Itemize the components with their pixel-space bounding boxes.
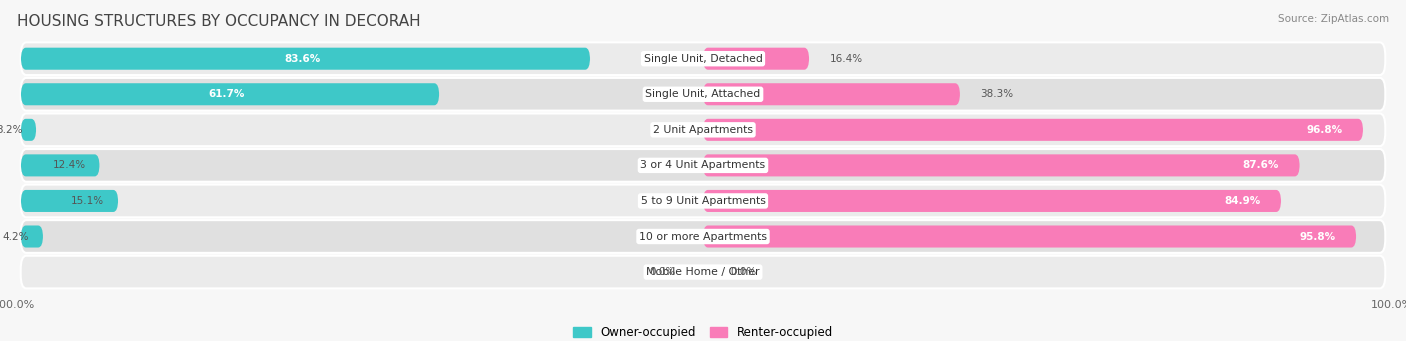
FancyBboxPatch shape [21,190,118,212]
FancyBboxPatch shape [21,220,1385,253]
Text: 95.8%: 95.8% [1299,232,1336,241]
FancyBboxPatch shape [21,48,591,70]
Text: HOUSING STRUCTURES BY OCCUPANCY IN DECORAH: HOUSING STRUCTURES BY OCCUPANCY IN DECOR… [17,14,420,29]
FancyBboxPatch shape [21,149,1385,182]
Text: 0.0%: 0.0% [650,267,675,277]
FancyBboxPatch shape [703,48,808,70]
FancyBboxPatch shape [703,190,1281,212]
FancyBboxPatch shape [703,154,1299,176]
Text: Single Unit, Attached: Single Unit, Attached [645,89,761,99]
Text: 0.0%: 0.0% [731,267,756,277]
Text: 12.4%: 12.4% [52,160,86,170]
FancyBboxPatch shape [21,154,100,176]
Text: Mobile Home / Other: Mobile Home / Other [647,267,759,277]
Text: Single Unit, Detached: Single Unit, Detached [644,54,762,64]
Text: 61.7%: 61.7% [208,89,245,99]
Text: 15.1%: 15.1% [72,196,104,206]
FancyBboxPatch shape [703,225,1357,248]
Text: 4.2%: 4.2% [3,232,30,241]
FancyBboxPatch shape [21,256,1385,288]
Text: 10 or more Apartments: 10 or more Apartments [638,232,768,241]
Text: 84.9%: 84.9% [1225,196,1260,206]
FancyBboxPatch shape [21,119,37,141]
Text: 38.3%: 38.3% [980,89,1014,99]
FancyBboxPatch shape [21,42,1385,75]
Text: 3.2%: 3.2% [0,125,22,135]
FancyBboxPatch shape [21,83,439,105]
FancyBboxPatch shape [21,225,44,248]
Text: 5 to 9 Unit Apartments: 5 to 9 Unit Apartments [641,196,765,206]
Text: 96.8%: 96.8% [1306,125,1343,135]
Text: 16.4%: 16.4% [830,54,863,64]
Text: 3 or 4 Unit Apartments: 3 or 4 Unit Apartments [641,160,765,170]
Text: Source: ZipAtlas.com: Source: ZipAtlas.com [1278,14,1389,24]
Legend: Owner-occupied, Renter-occupied: Owner-occupied, Renter-occupied [572,326,834,339]
FancyBboxPatch shape [21,114,1385,146]
FancyBboxPatch shape [703,83,960,105]
Text: 87.6%: 87.6% [1243,160,1279,170]
Text: 83.6%: 83.6% [284,54,321,64]
Text: 2 Unit Apartments: 2 Unit Apartments [652,125,754,135]
FancyBboxPatch shape [703,119,1362,141]
FancyBboxPatch shape [21,184,1385,217]
FancyBboxPatch shape [21,78,1385,110]
